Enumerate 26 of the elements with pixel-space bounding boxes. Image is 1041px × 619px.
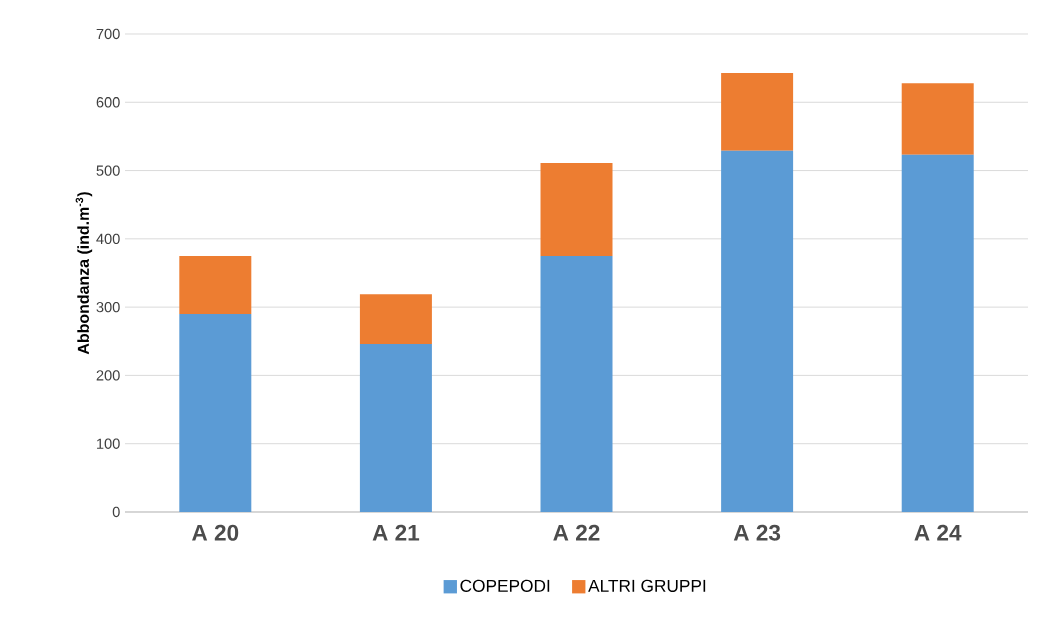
legend-label: ALTRI GRUPPI <box>588 579 706 592</box>
x-tick-label: A 24 <box>914 524 962 541</box>
y-tick-label: 200 <box>96 370 120 381</box>
bar <box>359 344 432 512</box>
x-tick-label: A 22 <box>553 524 600 541</box>
bar <box>179 313 252 512</box>
bar <box>901 154 974 512</box>
bar <box>540 255 613 512</box>
bar <box>540 163 613 256</box>
y-axis-title: Abbondanza (ind.m$^{-3}$) <box>75 192 93 355</box>
y-tick-label: 400 <box>96 233 120 245</box>
x-tick-label: A 20 <box>192 524 239 541</box>
y-tick-label: 0 <box>112 506 120 518</box>
y-tick-label: 300 <box>96 301 120 313</box>
bar <box>901 83 974 155</box>
bar <box>721 72 794 151</box>
y-tick-label: 700 <box>96 28 120 40</box>
legend-label: COPEPODI <box>460 579 550 592</box>
bar <box>179 255 252 314</box>
x-tick-label: A 21 <box>372 524 420 541</box>
bar <box>721 150 794 512</box>
bar <box>359 294 432 344</box>
x-tick-label: A 23 <box>733 524 781 541</box>
y-tick-label: 500 <box>96 165 120 176</box>
y-tick-label: 600 <box>96 97 120 108</box>
y-tick-label: 100 <box>97 438 120 449</box>
